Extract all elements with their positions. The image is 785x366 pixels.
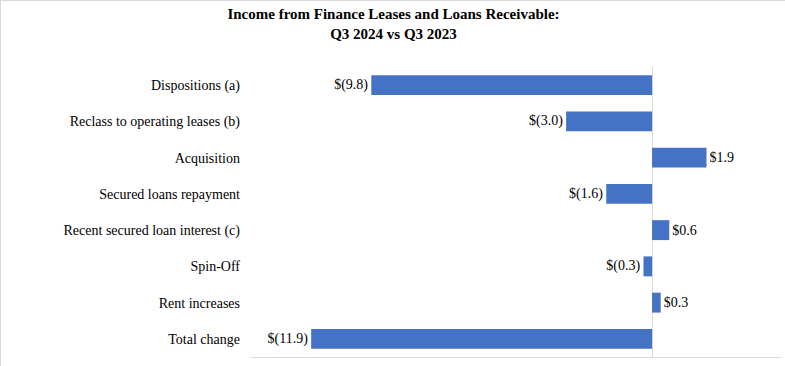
svg-text:Total change: Total change xyxy=(168,332,240,347)
svg-text:$(11.9): $(11.9) xyxy=(268,331,309,347)
svg-text:Income from Finance Leases and: Income from Finance Leases and Loans Rec… xyxy=(227,6,559,42)
svg-text:$(1.6): $(1.6) xyxy=(569,186,603,202)
svg-text:$0.6: $0.6 xyxy=(672,223,697,238)
svg-text:Acquisition: Acquisition xyxy=(175,151,240,166)
svg-text:$0.3: $0.3 xyxy=(664,295,689,310)
svg-text:Recent secured loan interest (: Recent secured loan interest (c) xyxy=(64,223,241,239)
svg-text:Reclass to operating leases (b: Reclass to operating leases (b) xyxy=(70,114,241,130)
svg-text:Spin-Off: Spin-Off xyxy=(190,259,240,274)
svg-text:$1.9: $1.9 xyxy=(710,150,735,165)
svg-text:Secured loans repayment: Secured loans repayment xyxy=(99,187,240,202)
svg-text:$(3.0): $(3.0) xyxy=(529,113,563,129)
svg-text:Dispositions (a): Dispositions (a) xyxy=(151,78,240,94)
svg-text:Rent increases: Rent increases xyxy=(159,296,240,311)
svg-text:$(9.8): $(9.8) xyxy=(334,77,368,93)
svg-text:$(0.3): $(0.3) xyxy=(606,258,640,274)
